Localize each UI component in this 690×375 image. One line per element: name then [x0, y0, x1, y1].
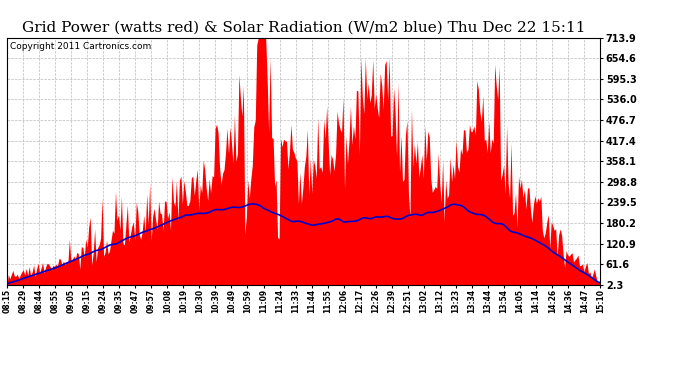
Text: Copyright 2011 Cartronics.com: Copyright 2011 Cartronics.com	[10, 42, 151, 51]
Title: Grid Power (watts red) & Solar Radiation (W/m2 blue) Thu Dec 22 15:11: Grid Power (watts red) & Solar Radiation…	[22, 21, 585, 35]
